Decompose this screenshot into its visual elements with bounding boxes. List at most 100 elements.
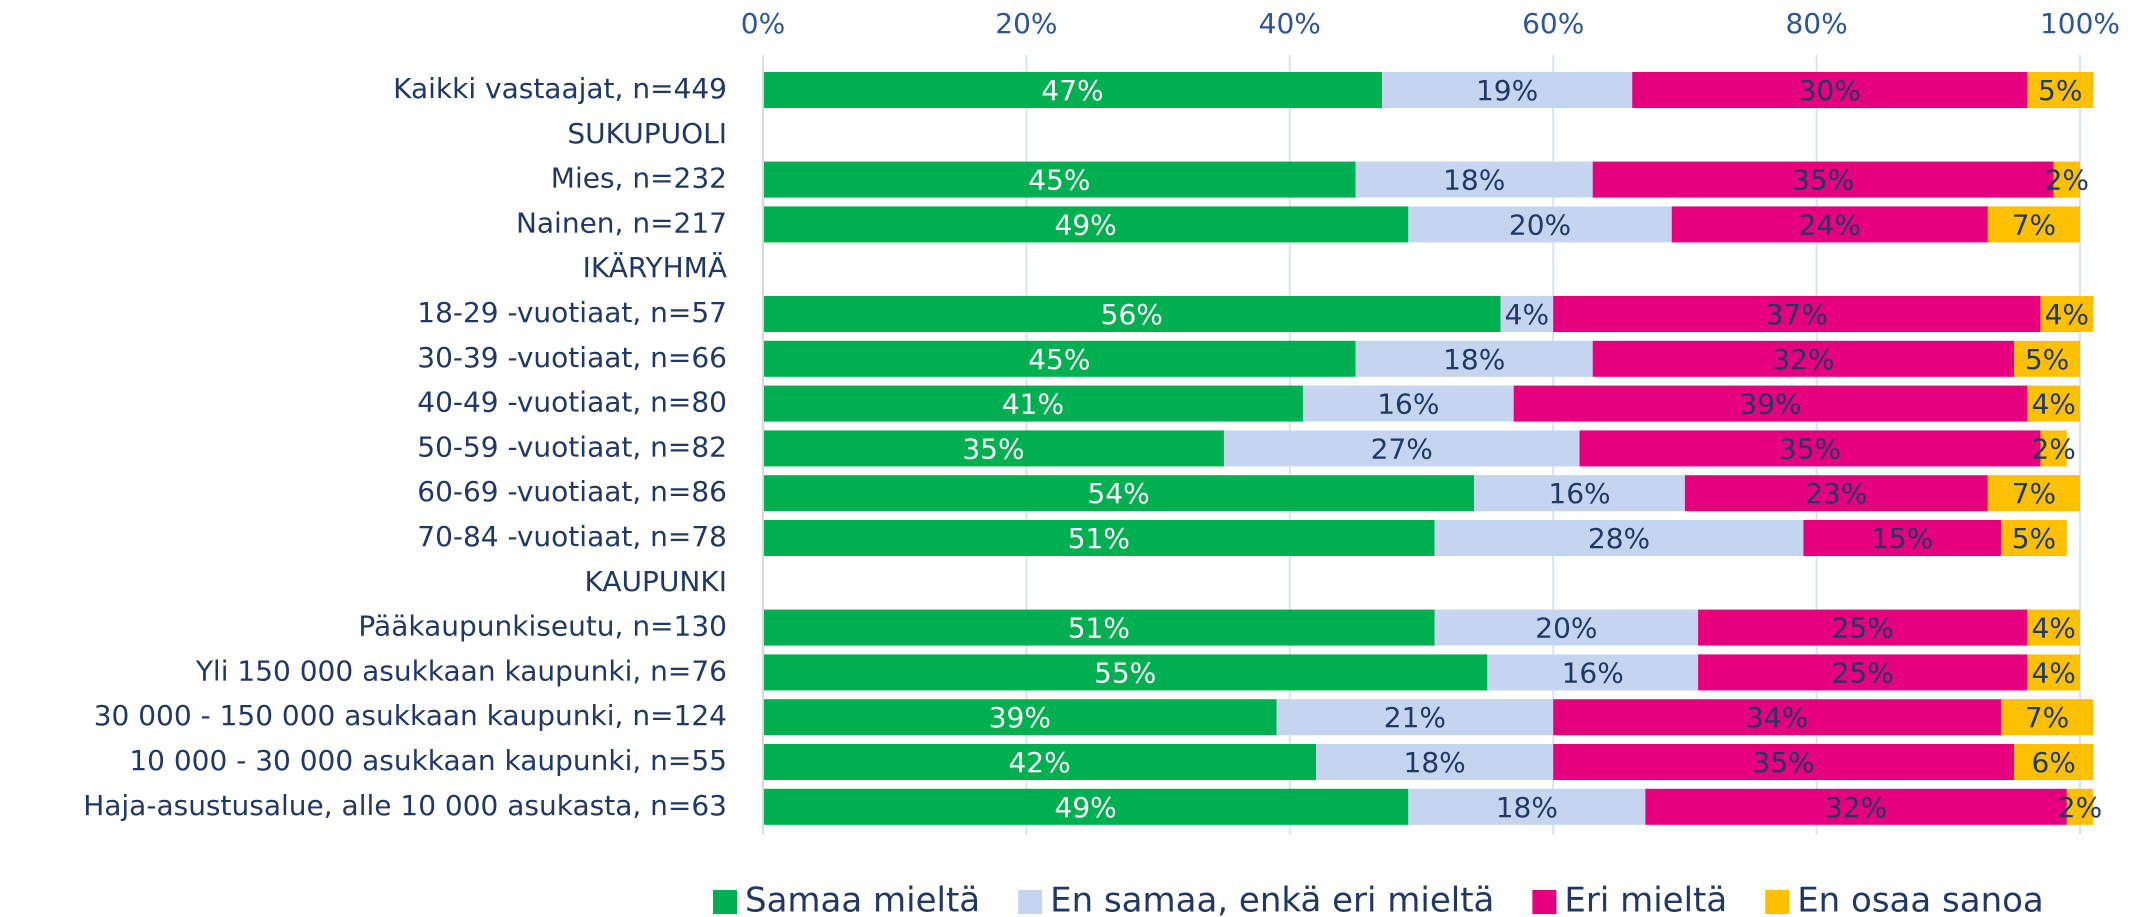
category-label: 50-59 -vuotiaat, n=82 [417, 430, 727, 463]
bar-segment [1276, 699, 1554, 736]
category-label: Kaikki vastaajat, n=449 [393, 72, 727, 105]
bar-segment [763, 744, 1317, 780]
category-label: Nainen, n=217 [516, 206, 727, 239]
bar-segment [1553, 699, 2001, 736]
bar-segment [763, 609, 1435, 646]
data-label: 28% [1588, 522, 1650, 555]
category-label: 30-39 -vuotiaat, n=66 [417, 341, 727, 374]
data-label: 37% [1766, 298, 1828, 331]
data-label: 4% [2031, 656, 2075, 689]
data-label: 18% [1496, 791, 1558, 824]
data-label: 5% [2038, 74, 2082, 107]
bar-segment [1500, 296, 1554, 332]
bar-segment [763, 475, 1475, 512]
data-label: 6% [2031, 746, 2075, 779]
bar-segment [1355, 340, 1593, 377]
data-label: 49% [1055, 208, 1117, 241]
x-tick-label: 60% [1522, 7, 1584, 40]
data-label: 55% [1094, 656, 1156, 689]
data-label: 5% [2025, 343, 2069, 376]
category-label: IKÄRYHMÄ [583, 251, 727, 284]
legend-swatch [1765, 890, 1790, 914]
data-label: 49% [1055, 791, 1117, 824]
data-label: 4% [2045, 298, 2089, 331]
bar-segment [1302, 385, 1514, 422]
bar-segment [2027, 609, 2080, 646]
bar-segment [1553, 296, 2041, 332]
data-label: 34% [1746, 701, 1808, 734]
bar-segment [763, 296, 1501, 332]
bar-segment [763, 699, 1277, 736]
x-tick-label: 20% [995, 7, 1057, 40]
bar-segment [763, 385, 1303, 422]
bar-segment [1487, 654, 1699, 691]
bar-segment [1803, 520, 2001, 556]
data-label: 30% [1799, 74, 1861, 107]
bar-segment [1408, 206, 1672, 243]
bar-segment [2066, 788, 2094, 825]
legend-swatch [1018, 890, 1043, 914]
bar-segment [1592, 340, 2015, 377]
data-label: 7% [2012, 477, 2056, 510]
category-label: 70-84 -vuotiaat, n=78 [417, 520, 727, 553]
data-label: 4% [2031, 388, 2075, 421]
category-label: Mies, n=232 [551, 162, 727, 195]
data-label: 56% [1101, 298, 1163, 331]
legend-label: En samaa, enkä eri mieltä [1050, 881, 1494, 917]
data-label: 21% [1384, 701, 1446, 734]
bar-segment [1987, 206, 2080, 243]
category-label: SUKUPUOLI [567, 117, 727, 150]
legend-label: Eri mieltä [1564, 881, 1727, 917]
data-label: 7% [2012, 208, 2056, 241]
bar-segment [2040, 430, 2067, 467]
data-label: 15% [1871, 522, 1933, 555]
data-label: 2% [2058, 791, 2102, 824]
data-label: 25% [1832, 612, 1894, 645]
data-label: 2% [2045, 164, 2089, 197]
bar-segment [763, 340, 1356, 377]
category-label: 30 000 - 150 000 asukkaan kaupunki, n=12… [94, 699, 727, 732]
category-label: 10 000 - 30 000 asukkaan kaupunki, n=55 [129, 744, 727, 777]
bar-segment [1579, 430, 2041, 467]
data-label: 16% [1377, 388, 1439, 421]
category-label: 60-69 -vuotiaat, n=86 [417, 475, 727, 508]
bar-segment [1632, 72, 2028, 108]
data-label: 25% [1832, 656, 1894, 689]
bar-segment [2027, 654, 2080, 691]
data-label: 32% [1772, 343, 1834, 376]
data-label: 20% [1535, 612, 1597, 645]
bar-segment [2000, 520, 2067, 556]
bar-segment [2053, 161, 2080, 198]
bar-segment [2027, 385, 2080, 422]
data-label: 7% [2025, 701, 2069, 734]
bar-segment [763, 206, 1409, 243]
data-label: 16% [1548, 477, 1610, 510]
bar-segment [1671, 206, 1988, 243]
data-label: 35% [1792, 164, 1854, 197]
legend-label: Samaa mieltä [745, 881, 980, 917]
data-label: 24% [1799, 208, 1861, 241]
bar-segment [763, 788, 1409, 825]
data-label: 54% [1087, 477, 1149, 510]
data-label: 35% [1779, 432, 1841, 465]
bar-segment [763, 654, 1488, 691]
bar-segment [2027, 72, 2094, 108]
bar-segment [1223, 430, 1580, 467]
bar-segment [1645, 788, 2067, 825]
data-label: 35% [1753, 746, 1815, 779]
bar-segment [763, 72, 1382, 108]
bar-segment [1698, 609, 2028, 646]
data-label: 45% [1028, 164, 1090, 197]
x-tick-label: 0% [741, 7, 785, 40]
bar-segment [1434, 520, 1804, 556]
bar-segment [2040, 296, 2094, 332]
bar-segment [1513, 385, 2028, 422]
data-label: 4% [1505, 298, 1549, 331]
data-label: 23% [1805, 477, 1867, 510]
data-label: 39% [1739, 388, 1801, 421]
bar-segment [1474, 475, 1685, 512]
bar-segment [763, 161, 1356, 198]
category-label: Pääkaupunkiseutu, n=130 [358, 610, 727, 643]
bar-segment [1316, 744, 1554, 780]
